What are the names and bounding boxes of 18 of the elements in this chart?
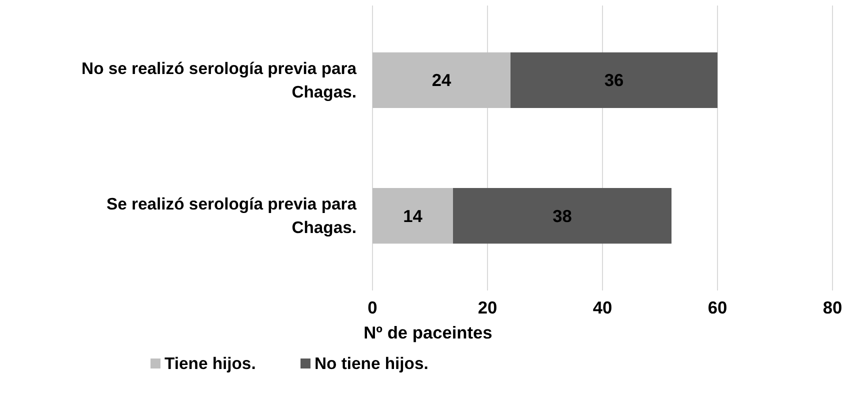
bar (453, 188, 672, 244)
legend-label: No tiene hijos. (314, 354, 428, 373)
bar (510, 52, 718, 108)
bar (372, 52, 510, 108)
legend-label: Tiene hijos. (164, 354, 256, 373)
data-label: 36 (604, 70, 624, 90)
x-tick-label: 60 (708, 298, 728, 318)
data-label: 14 (403, 206, 423, 226)
data-label: 38 (552, 206, 572, 226)
x-tick-label: 0 (368, 298, 378, 318)
x-tick-label: 80 (822, 298, 842, 318)
data-label: 24 (432, 70, 452, 90)
x-tick-label: 40 (592, 298, 612, 318)
bar (372, 188, 453, 244)
y-tick-label: Se realizó serología previa para Chagas. (106, 194, 358, 238)
x-tick-label: 20 (478, 298, 498, 318)
y-tick-label: No se realizó serología previa para Chagas. (82, 58, 358, 102)
x-axis-title: Nº de paceintes (364, 322, 492, 342)
